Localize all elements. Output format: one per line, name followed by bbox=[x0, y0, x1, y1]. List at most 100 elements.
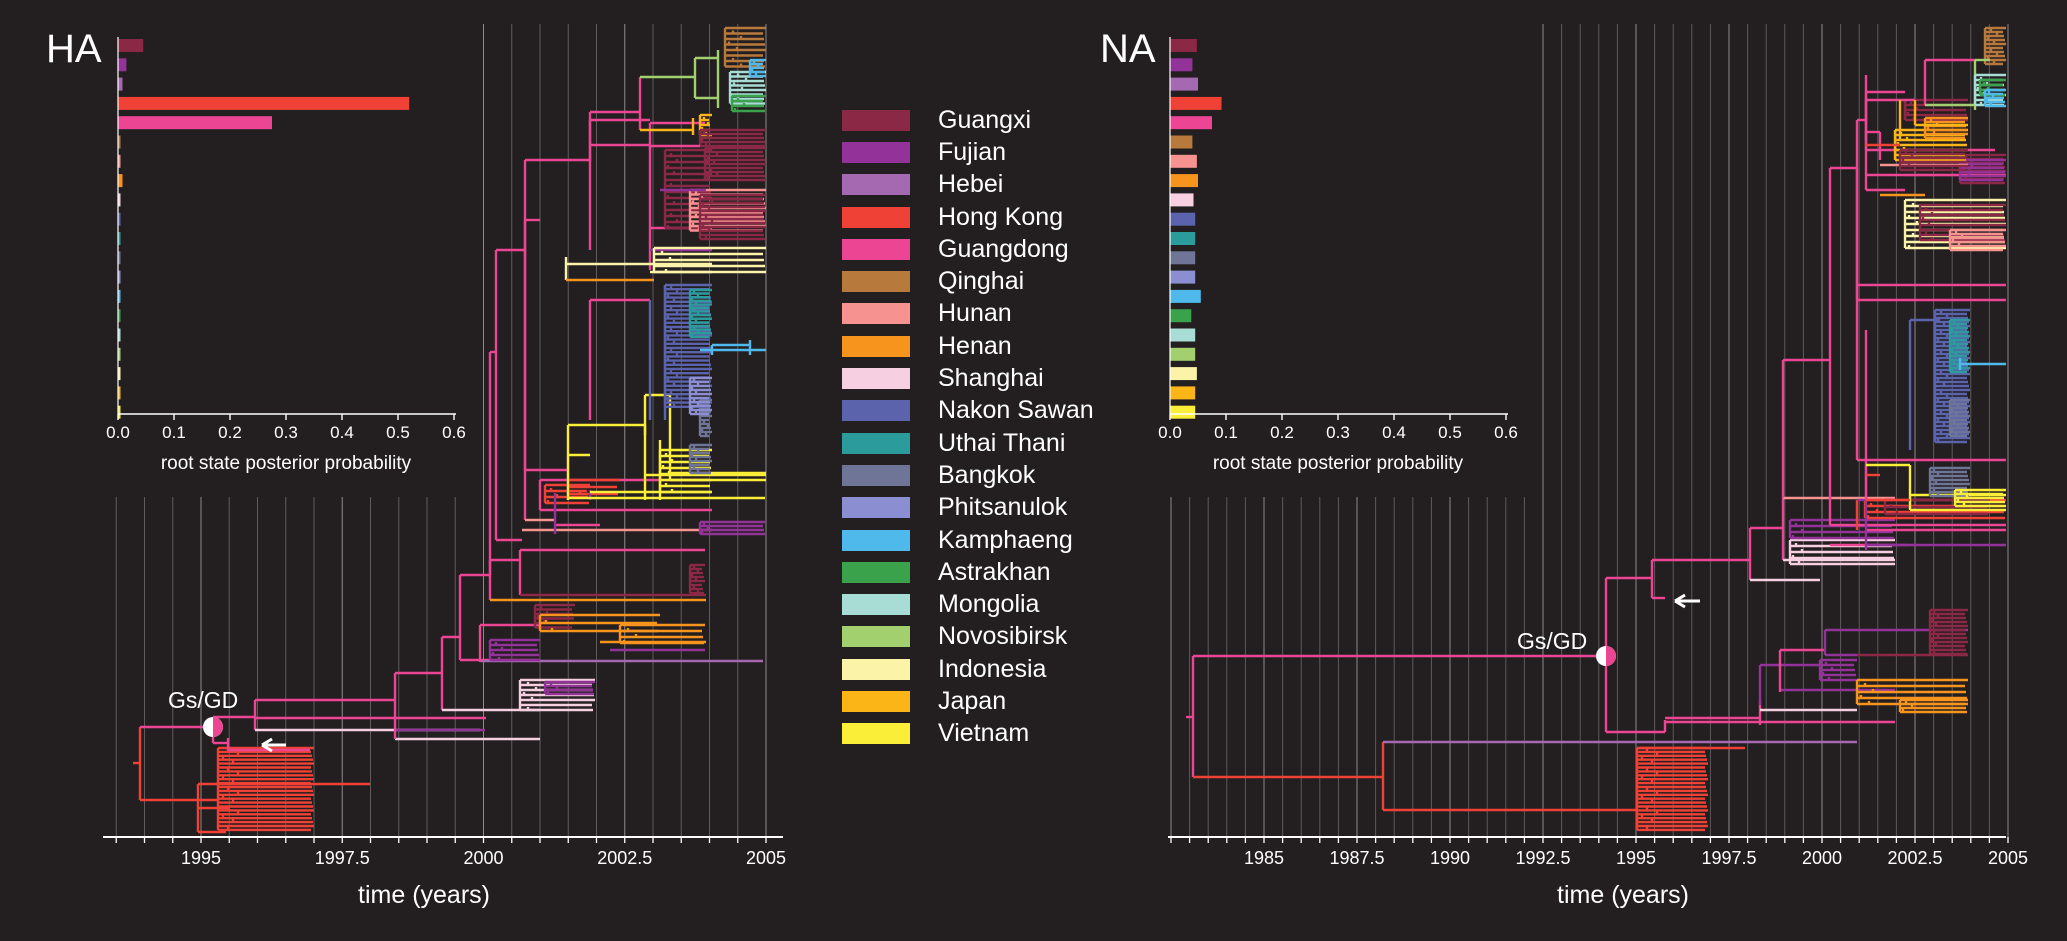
probability-bar bbox=[118, 232, 121, 245]
probability-bar bbox=[1170, 58, 1193, 72]
probability-bar bbox=[118, 135, 121, 149]
legend-item: Vietnam bbox=[842, 718, 1094, 750]
legend-item: Henan bbox=[842, 330, 1094, 362]
time-tick-label: 1995 bbox=[181, 848, 221, 868]
probability-bar bbox=[1170, 96, 1222, 110]
gsgd-annotation: Gs/GD bbox=[168, 687, 238, 713]
legend-label: Vietnam bbox=[938, 719, 1030, 748]
location-legend: Guangxi Fujian Hebei Hong Kong Guangdong Qing… bbox=[842, 104, 1094, 750]
legend-item: Nakon Sawan bbox=[842, 395, 1094, 427]
na-time-axis: 1985 1987.5 1990 1992.5 1995 1997.5 2000 2002.5… bbox=[1168, 836, 2028, 909]
probability-bar bbox=[1170, 135, 1193, 149]
legend-label: Mongolia bbox=[938, 590, 1040, 619]
probability-bar bbox=[118, 386, 121, 400]
bar-tick-label: 0.5 bbox=[1438, 423, 1462, 442]
probability-bar bbox=[1170, 270, 1196, 284]
legend-swatch bbox=[842, 690, 910, 712]
probability-bar bbox=[118, 251, 121, 265]
probability-bar bbox=[1170, 309, 1192, 323]
legend-label: Guangxi bbox=[938, 105, 1032, 134]
legend-label: Phitsanulok bbox=[938, 493, 1068, 522]
legend-item: Indonesia bbox=[842, 653, 1094, 685]
bar-tick-label: 0.4 bbox=[330, 423, 354, 442]
na-panel-title: NA bbox=[1100, 27, 1156, 71]
probability-bar bbox=[1170, 289, 1201, 303]
legend-swatch bbox=[842, 303, 910, 325]
legend-item: Mongolia bbox=[842, 588, 1094, 620]
probability-bar bbox=[118, 289, 121, 303]
legend-label: Qinghai bbox=[938, 267, 1025, 296]
probability-bar bbox=[118, 367, 121, 381]
probability-bar bbox=[1170, 39, 1197, 52]
bar-tick-label: 0.3 bbox=[274, 423, 298, 442]
probability-bar bbox=[1170, 193, 1194, 207]
probability-bar bbox=[1170, 212, 1196, 226]
legend-label: Guangdong bbox=[938, 234, 1069, 263]
probability-bar bbox=[118, 405, 121, 419]
na-phylogenetic-tree: Gs/GD bbox=[1186, 26, 2006, 832]
time-tick-label: 1997.5 bbox=[1701, 848, 1756, 868]
probability-bar bbox=[1170, 77, 1198, 91]
probability-bar bbox=[1170, 174, 1198, 188]
probability-bar bbox=[118, 309, 121, 323]
legend-item: Fujian bbox=[842, 136, 1094, 168]
legend-item: Phitsanulok bbox=[842, 492, 1094, 524]
time-tick-label: 1990 bbox=[1430, 848, 1470, 868]
probability-bar bbox=[118, 270, 121, 284]
probability-bar bbox=[118, 96, 410, 110]
probability-bar bbox=[118, 39, 144, 52]
bar-tick-label: 0.1 bbox=[162, 423, 186, 442]
legend-label: Hunan bbox=[938, 299, 1012, 328]
gsgd-annotation: Gs/GD bbox=[1517, 628, 1587, 654]
gsgd-node-half bbox=[213, 717, 223, 737]
time-tick-label: 1992.5 bbox=[1515, 848, 1570, 868]
time-tick-label: 2002.5 bbox=[1887, 848, 1942, 868]
legend-swatch bbox=[842, 141, 910, 163]
arrow-icon bbox=[261, 737, 286, 753]
bar-tick-label: 0.2 bbox=[218, 423, 242, 442]
legend-item: Hunan bbox=[842, 298, 1094, 330]
probability-bar bbox=[118, 347, 121, 361]
legend-swatch bbox=[842, 238, 910, 260]
arrow-icon bbox=[1674, 593, 1700, 609]
ha-time-gridlines bbox=[115, 24, 767, 837]
legend-swatch bbox=[842, 109, 910, 131]
bar-x-axis-label: root state posterior probability bbox=[161, 453, 412, 474]
probability-bar bbox=[1170, 405, 1196, 419]
legend-swatch bbox=[842, 658, 910, 680]
probability-bar bbox=[1170, 347, 1196, 361]
legend-label: Nakon Sawan bbox=[938, 396, 1094, 425]
na-time-gridlines bbox=[1170, 24, 2009, 837]
legend-swatch bbox=[842, 368, 910, 390]
probability-bar bbox=[1170, 386, 1196, 400]
na-root-probability-bars: 0.0 0.1 0.2 0.3 0.4 0.5 0.6 root state posterio… bbox=[1158, 37, 1518, 474]
probability-bar bbox=[1170, 251, 1196, 265]
legend-swatch bbox=[842, 594, 910, 616]
probability-bar bbox=[118, 174, 123, 188]
legend-label: Japan bbox=[938, 686, 1007, 715]
legend-label: Astrakhan bbox=[938, 557, 1051, 586]
bar-tick-label: 0.0 bbox=[106, 423, 130, 442]
na-panel: NA Gs/GD 0.0 0.1 0.2 0.3 0.4 0.5 0.6 root state… bbox=[1100, 24, 2028, 909]
probability-bar bbox=[1170, 232, 1196, 245]
bar-tick-label: 0.6 bbox=[1494, 423, 1518, 442]
legend-label: Fujian bbox=[938, 137, 1007, 166]
ha-panel: HA Gs/GD 0.0 0.1 0.2 0.3 0.4 0.5 0.6 root state… bbox=[46, 24, 786, 909]
time-tick-label: 2005 bbox=[1988, 848, 2028, 868]
ha-root-probability-bars: 0.0 0.1 0.2 0.3 0.4 0.5 0.6 root state posterio… bbox=[106, 37, 466, 474]
legend-swatch bbox=[842, 497, 910, 519]
probability-bar bbox=[118, 328, 121, 342]
legend-swatch bbox=[842, 626, 910, 648]
probability-bar bbox=[118, 154, 121, 168]
bar-tick-label: 0.4 bbox=[1382, 423, 1406, 442]
bar-tick-label: 0.3 bbox=[1326, 423, 1350, 442]
probability-bar bbox=[1170, 367, 1197, 381]
legend-swatch bbox=[842, 432, 910, 454]
bar-x-axis-label: root state posterior probability bbox=[1213, 453, 1464, 474]
time-tick-label: 1995 bbox=[1616, 848, 1656, 868]
legend-item: Hebei bbox=[842, 169, 1094, 201]
probability-bar bbox=[118, 58, 127, 72]
time-axis-label: time (years) bbox=[358, 881, 490, 909]
time-tick-label: 2005 bbox=[746, 848, 786, 868]
